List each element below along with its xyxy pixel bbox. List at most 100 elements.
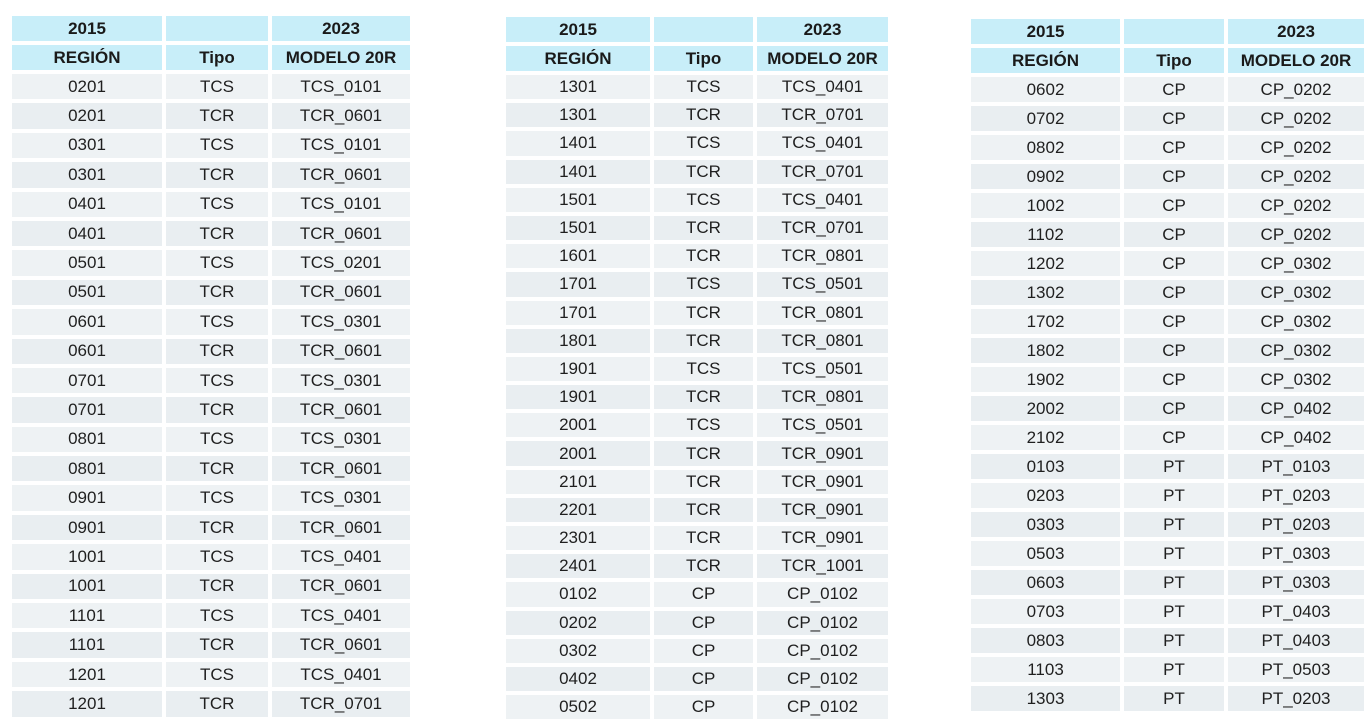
table-row: 0601 TCR TCR_0601 [12, 338, 412, 366]
region-cell: 1701 [506, 272, 652, 299]
region-cell: 1301 [506, 75, 652, 102]
table-row: 1001 TCR TCR_0601 [12, 573, 412, 602]
year-blank-header [1124, 19, 1226, 46]
table-row: 0401 TCR TCR_0601 [12, 220, 412, 249]
table-row: 1202 CP CP_0302 [971, 251, 1366, 278]
modelo-cell: PT_0503 [1228, 657, 1366, 684]
tipo-cell: TCR [166, 397, 270, 425]
table-row: 1501 TCR TCR_0701 [506, 215, 890, 243]
tipo-cell: CP [1124, 280, 1226, 307]
modelo-cell: TCS_0301 [272, 485, 412, 513]
modelo-cell: CP_0202 [1228, 222, 1366, 249]
modelo-cell: TCR_0801 [757, 328, 890, 355]
table-row: 1801 TCR TCR_0801 [506, 328, 890, 355]
modelo-cell: TCR_0601 [272, 279, 412, 308]
region-cell: 0401 [12, 191, 164, 219]
table-row: 0303 PT PT_0203 [971, 512, 1366, 539]
region-cell: 1601 [506, 244, 652, 271]
modelo-cell: CP_0302 [1228, 251, 1366, 278]
table-row: 1302 CP CP_0302 [971, 280, 1366, 307]
modelo-cell: TCR_0601 [272, 220, 412, 249]
tipo-cell: TCS [166, 544, 270, 572]
table-row: 0602 CP CP_0202 [971, 77, 1366, 104]
modelo-cell: CP_0102 [757, 638, 890, 665]
tipo-cell: TCR [654, 215, 755, 243]
modelo-cell: CP_0202 [1228, 164, 1366, 191]
table-row: 0103 PT PT_0103 [971, 454, 1366, 481]
modelo-cell: TCR_0701 [757, 103, 890, 130]
modelo-cell: TCR_0901 [757, 526, 890, 553]
table-row: 0603 PT PT_0303 [971, 570, 1366, 597]
region-cell: 0802 [971, 135, 1122, 162]
table-row: 0802 CP CP_0202 [971, 135, 1366, 162]
region-cell: 1702 [971, 309, 1122, 336]
region-cell: 0901 [12, 514, 164, 543]
modelo-cell: TCS_0301 [272, 426, 412, 455]
tipo-cell: CP [654, 582, 755, 609]
table-row: 2102 CP CP_0402 [971, 425, 1366, 452]
table-row: 2001 TCS TCS_0501 [506, 413, 890, 440]
table-row: 1103 PT PT_0503 [971, 657, 1366, 684]
modelo-cell: CP_0202 [1228, 193, 1366, 220]
modelo-cell: CP_0202 [1228, 106, 1366, 133]
region-cell: 1901 [506, 356, 652, 384]
modelo-cell: TCR_0601 [272, 632, 412, 660]
tipo-cell: TCR [166, 456, 270, 484]
table-row: 0801 TCR TCR_0601 [12, 456, 412, 484]
table-row: 2201 TCR TCR_0901 [506, 497, 890, 524]
tipo-cell: TCS [166, 661, 270, 690]
tipo-cell: TCR [654, 328, 755, 355]
modelo-cell: TCS_0101 [272, 74, 412, 102]
year-blank-header [654, 17, 755, 44]
region-cell: 0102 [506, 582, 652, 609]
tipo-cell: PT [1124, 454, 1226, 481]
table-row: 0102 CP CP_0102 [506, 582, 890, 609]
tipo-cell: CP [654, 695, 755, 722]
modelo-cell: CP_0302 [1228, 280, 1366, 307]
tipo-cell: TCR [654, 554, 755, 581]
region-cell: 1501 [506, 215, 652, 243]
region-cell: 0402 [506, 666, 652, 694]
region-cell: 0501 [12, 250, 164, 278]
modelo-cell: TCS_0101 [272, 132, 412, 161]
table-row: 0201 TCS TCS_0101 [12, 74, 412, 102]
region-cell: 2001 [506, 441, 652, 468]
column-header-row: REGIÓN Tipo MODELO 20R [971, 48, 1366, 75]
tipo-cell: CP [1124, 164, 1226, 191]
tipo-cell: TCS [166, 367, 270, 396]
modelo-column-header: MODELO 20R [1228, 48, 1366, 75]
region-cell: 2301 [506, 526, 652, 553]
modelo-cell: CP_0202 [1228, 135, 1366, 162]
table-row: 1301 TCR TCR_0701 [506, 103, 890, 130]
region-cell: 1802 [971, 338, 1122, 365]
region-cell: 1303 [971, 686, 1122, 713]
tipo-cell: TCR [654, 497, 755, 524]
region-cell: 0602 [971, 77, 1122, 104]
modelo-column-header: MODELO 20R [757, 46, 890, 73]
year-header-row: 2015 2023 [506, 17, 890, 44]
tipo-cell: PT [1124, 512, 1226, 539]
year-header-row: 2015 2023 [12, 16, 412, 43]
table-row: 0901 TCR TCR_0601 [12, 514, 412, 543]
table-row: 1702 CP CP_0302 [971, 309, 1366, 336]
table-row: 1002 CP CP_0202 [971, 193, 1366, 220]
tipo-cell: TCS [166, 74, 270, 102]
year-header-row: 2015 2023 [971, 19, 1366, 46]
modelo-cell: TCS_0401 [757, 75, 890, 102]
modelo-cell: TCR_0601 [272, 397, 412, 425]
region-cell: 2101 [506, 469, 652, 496]
column-header-row: REGIÓN Tipo MODELO 20R [12, 45, 412, 72]
table-row: 1802 CP CP_0302 [971, 338, 1366, 365]
tipo-cell: TCR [166, 632, 270, 660]
table-row: 1901 TCR TCR_0801 [506, 385, 890, 412]
region-cell: 2102 [971, 425, 1122, 452]
table-row: 0401 TCS TCS_0101 [12, 191, 412, 219]
region-cell: 1102 [971, 222, 1122, 249]
modelo-cell: TCS_0301 [272, 367, 412, 396]
tipo-cell: TCR [166, 514, 270, 543]
modelo-cell: TCR_0601 [272, 573, 412, 602]
modelo-cell: TCR_0701 [272, 691, 412, 719]
year-2023-header: 2023 [272, 16, 412, 43]
region-cell: 1201 [12, 661, 164, 690]
region-cell: 1103 [971, 657, 1122, 684]
